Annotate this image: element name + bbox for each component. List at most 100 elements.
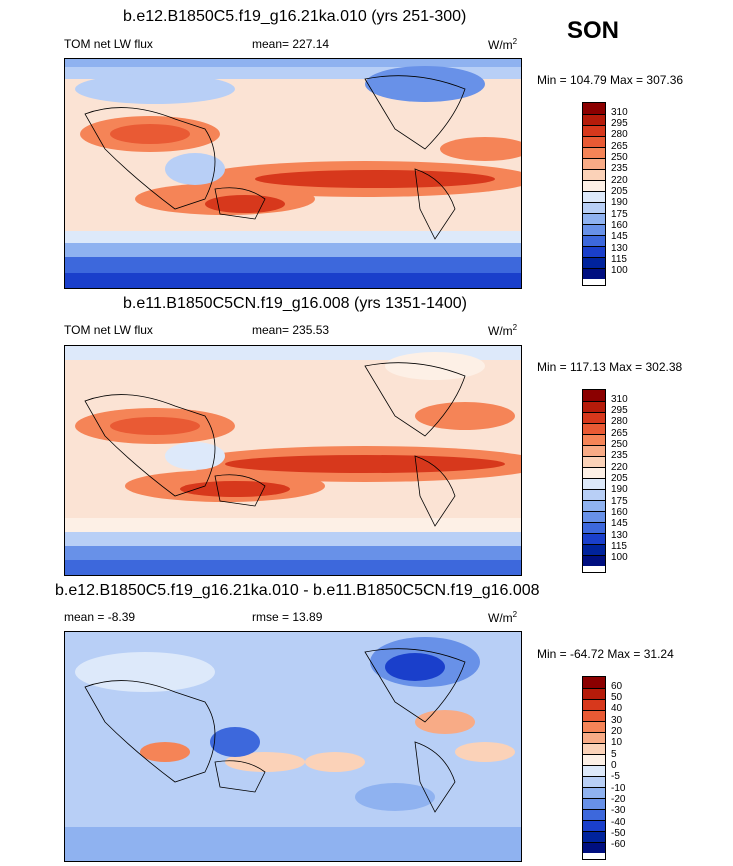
colorbar-swatch (583, 125, 605, 136)
panel2-colorbar (582, 389, 606, 573)
colorbar-swatch (583, 721, 605, 732)
colorbar-tick-label: 5 (611, 749, 617, 760)
colorbar-tick-label: -5 (611, 771, 620, 782)
colorbar-swatch (583, 533, 605, 544)
colorbar-swatch (583, 114, 605, 125)
panel1-title: b.e12.B1850C5.f19_g16.21ka.010 (yrs 251-… (123, 8, 467, 25)
colorbar-tick-label: 310 (611, 394, 628, 405)
colorbar-swatch (583, 765, 605, 776)
colorbar-tick-label: 220 (611, 462, 628, 473)
colorbar-tick-label: 250 (611, 439, 628, 450)
colorbar-tick-label: 20 (611, 726, 623, 737)
colorbar-swatch (583, 831, 605, 842)
colorbar-tick-label: 145 (611, 231, 628, 242)
panel1-minmax: Min = 104.79 Max = 307.36 (537, 73, 684, 87)
colorbar-tick-label: -40 (611, 817, 626, 828)
colorbar-swatch (583, 202, 605, 213)
colorbar-tick-label: 30 (611, 715, 623, 726)
colorbar-tick-label: 160 (611, 220, 628, 231)
panel1-units: W/m2 (488, 37, 518, 52)
colorbar-swatch (583, 743, 605, 754)
colorbar-swatch (583, 842, 605, 853)
colorbar-swatch (583, 401, 605, 412)
colorbar-swatch (583, 677, 605, 688)
colorbar-swatch (583, 434, 605, 445)
colorbar-swatch (583, 412, 605, 423)
colorbar-swatch (583, 688, 605, 699)
colorbar-swatch (583, 147, 605, 158)
colorbar-swatch (583, 456, 605, 467)
panel3-minmax: Min = -64.72 Max = 31.24 (537, 647, 674, 661)
colorbar-tick-label: -50 (611, 828, 626, 839)
colorbar-tick-label: -20 (611, 794, 626, 805)
colorbar-tick-label: 205 (611, 473, 628, 484)
colorbar-tick-label: 175 (611, 496, 628, 507)
colorbar-tick-label: 265 (611, 428, 628, 439)
colorbar-swatch (583, 820, 605, 831)
colorbar-swatch (583, 268, 605, 279)
colorbar-tick-label: 100 (611, 265, 628, 276)
colorbar-swatch (583, 445, 605, 456)
colorbar-tick-label: 50 (611, 692, 623, 703)
colorbar-swatch (583, 511, 605, 522)
colorbar-tick-label: 280 (611, 416, 628, 427)
panel1-left-label: TOM net LW flux (64, 37, 153, 51)
colorbar-tick-label: 190 (611, 197, 628, 208)
colorbar-swatch (583, 246, 605, 257)
colorbar-tick-label: 310 (611, 107, 628, 118)
colorbar-swatch (583, 169, 605, 180)
panel2-mean-label: mean= 235.53 (252, 323, 330, 337)
colorbar-swatch (583, 710, 605, 721)
colorbar-swatch (583, 776, 605, 787)
panel2-units: W/m2 (488, 323, 518, 338)
colorbar-swatch (583, 699, 605, 710)
colorbar-swatch (583, 754, 605, 765)
panel3-map (64, 631, 522, 862)
colorbar-swatch (583, 103, 605, 114)
colorbar-swatch (583, 136, 605, 147)
colorbar-tick-label: -10 (611, 783, 626, 794)
colorbar-tick-label: 115 (611, 254, 627, 265)
colorbar-tick-label: 100 (611, 552, 628, 563)
panel3-rmse-label: rmse = 13.89 (252, 610, 323, 624)
colorbar-tick-label: 0 (611, 760, 617, 771)
colorbar-swatch (583, 732, 605, 743)
colorbar-swatch (583, 213, 605, 224)
colorbar-swatch (583, 555, 605, 566)
panel2-left-label: TOM net LW flux (64, 323, 153, 337)
panel1-colorbar (582, 102, 606, 286)
colorbar-tick-label: 160 (611, 507, 628, 518)
panel1-map (64, 58, 522, 289)
colorbar-swatch (583, 180, 605, 191)
panel3-title: b.e12.B1850C5.f19_g16.21ka.010 - b.e11.B… (55, 582, 540, 599)
colorbar-swatch (583, 257, 605, 268)
colorbar-swatch (583, 390, 605, 401)
colorbar-swatch (583, 489, 605, 500)
colorbar-swatch (583, 467, 605, 478)
colorbar-swatch (583, 798, 605, 809)
colorbar-swatch (583, 809, 605, 820)
colorbar-tick-label: 40 (611, 703, 623, 714)
colorbar-swatch (583, 235, 605, 246)
colorbar-swatch (583, 423, 605, 434)
colorbar-swatch (583, 787, 605, 798)
colorbar-swatch (583, 478, 605, 489)
colorbar-swatch (583, 158, 605, 169)
colorbar-swatch (583, 500, 605, 511)
colorbar-swatch (583, 522, 605, 533)
colorbar-tick-label: -60 (611, 839, 626, 850)
colorbar-swatch (583, 224, 605, 235)
colorbar-tick-label: 235 (611, 450, 628, 461)
colorbar-tick-label: 235 (611, 163, 628, 174)
panel2-minmax: Min = 117.13 Max = 302.38 (537, 360, 683, 374)
colorbar-tick-label: 280 (611, 129, 628, 140)
colorbar-swatch (583, 544, 605, 555)
colorbar-tick-label: 295 (611, 405, 628, 416)
colorbar-tick-label: 130 (611, 243, 628, 254)
colorbar-tick-label: 250 (611, 152, 628, 163)
colorbar-tick-label: 205 (611, 186, 628, 197)
colorbar-tick-label: 190 (611, 484, 628, 495)
colorbar-tick-label: -30 (611, 805, 626, 816)
colorbar-tick-label: 295 (611, 118, 628, 129)
panel2-map (64, 345, 522, 576)
